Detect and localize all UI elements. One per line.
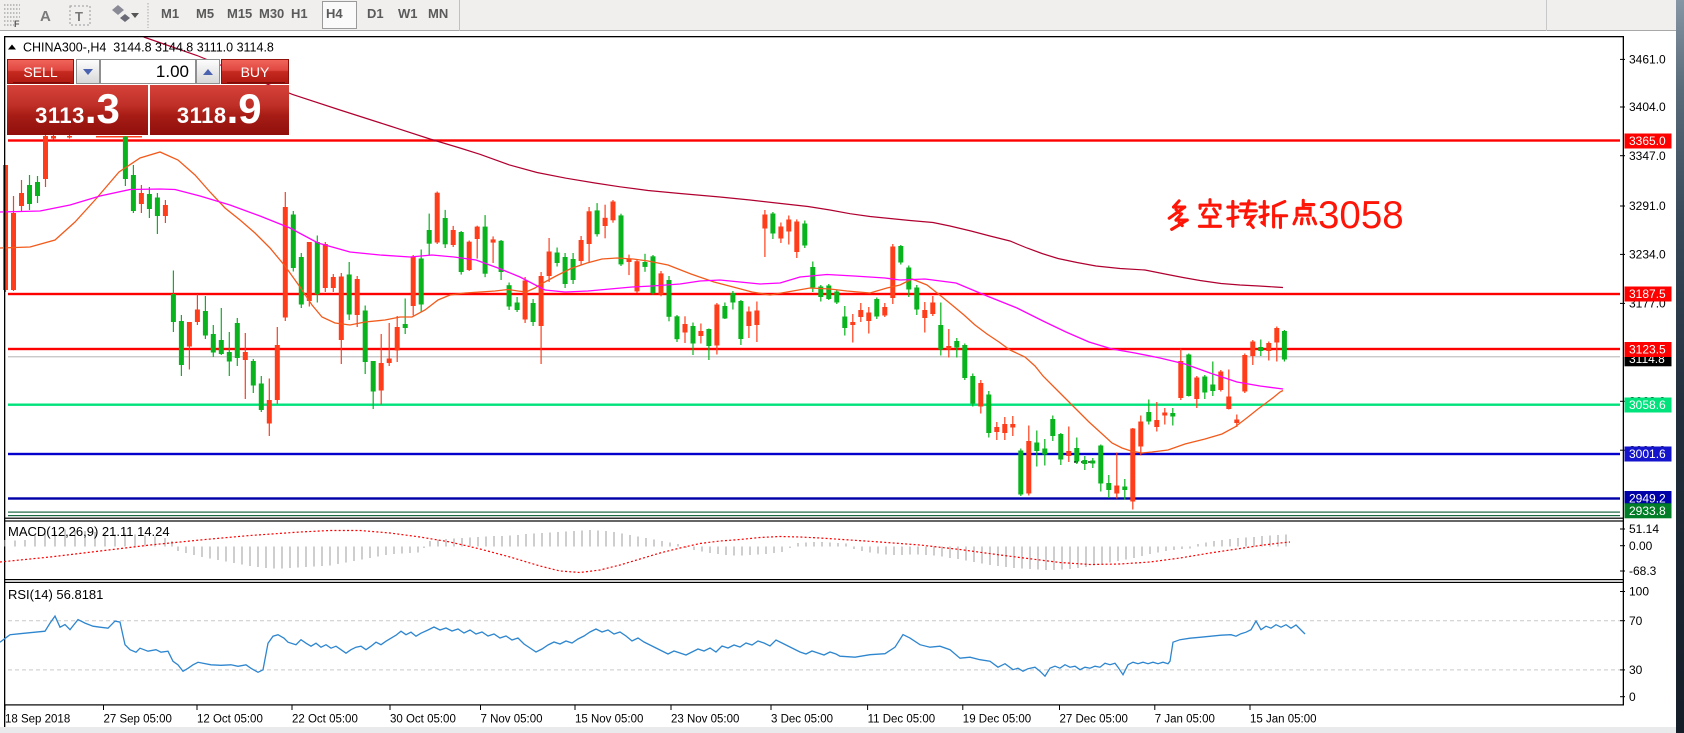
svg-text:3001.6: 3001.6 bbox=[1629, 447, 1666, 461]
svg-text:15 Jan 05:00: 15 Jan 05:00 bbox=[1250, 714, 1317, 726]
svg-text:30: 30 bbox=[1629, 663, 1643, 677]
svg-text:7 Jan 05:00: 7 Jan 05:00 bbox=[1155, 714, 1215, 726]
svg-text:15 Nov 05:00: 15 Nov 05:00 bbox=[575, 714, 643, 726]
svg-text:3123.5: 3123.5 bbox=[1629, 343, 1666, 357]
svg-text:3291.0: 3291.0 bbox=[1629, 199, 1666, 213]
svg-text:27 Sep 05:00: 27 Sep 05:00 bbox=[104, 714, 172, 726]
svg-text:0: 0 bbox=[1629, 690, 1636, 704]
svg-text:19 Dec 05:00: 19 Dec 05:00 bbox=[963, 714, 1031, 726]
svg-text:18 Sep 2018: 18 Sep 2018 bbox=[5, 714, 70, 726]
svg-text:11 Dec 05:00: 11 Dec 05:00 bbox=[868, 714, 936, 726]
svg-text:7 Nov 05:00: 7 Nov 05:00 bbox=[481, 714, 543, 726]
svg-text:3365.0: 3365.0 bbox=[1629, 134, 1666, 148]
svg-text:30 Oct 05:00: 30 Oct 05:00 bbox=[390, 714, 456, 726]
svg-text:3058.6: 3058.6 bbox=[1629, 398, 1666, 412]
svg-text:23 Nov 05:00: 23 Nov 05:00 bbox=[671, 714, 739, 726]
svg-text:MACD(12,26,9) 21.11 14.24: MACD(12,26,9) 21.11 14.24 bbox=[8, 524, 170, 539]
svg-text:T: T bbox=[75, 9, 83, 24]
svg-text:70: 70 bbox=[1629, 614, 1643, 628]
svg-text:12 Oct 05:00: 12 Oct 05:00 bbox=[197, 714, 263, 726]
svg-text:22 Oct 05:00: 22 Oct 05:00 bbox=[292, 714, 358, 726]
svg-text:27 Dec 05:00: 27 Dec 05:00 bbox=[1060, 714, 1128, 726]
svg-text:3404.0: 3404.0 bbox=[1629, 100, 1666, 114]
svg-text:-68.3: -68.3 bbox=[1629, 564, 1657, 578]
svg-text:3058: 3058 bbox=[1318, 194, 1404, 237]
svg-text:3461.0: 3461.0 bbox=[1629, 53, 1666, 67]
svg-text:0.00: 0.00 bbox=[1629, 539, 1653, 553]
svg-text:3234.0: 3234.0 bbox=[1629, 248, 1666, 262]
svg-text:51.14: 51.14 bbox=[1629, 522, 1659, 536]
svg-text:3 Dec 05:00: 3 Dec 05:00 bbox=[771, 714, 833, 726]
svg-text:2933.8: 2933.8 bbox=[1629, 504, 1666, 518]
svg-text:CHINA300-,H4 3144.8 3144.8 31: CHINA300-,H4 3144.8 3144.8 3111.0 3114.8 bbox=[23, 41, 274, 55]
svg-text:F: F bbox=[14, 19, 20, 29]
svg-text:2949.2: 2949.2 bbox=[1629, 492, 1666, 506]
svg-text:3187.5: 3187.5 bbox=[1629, 287, 1666, 301]
svg-text:A: A bbox=[40, 8, 51, 25]
svg-text:3347.0: 3347.0 bbox=[1629, 149, 1666, 163]
svg-text:RSI(14) 56.8181: RSI(14) 56.8181 bbox=[8, 587, 103, 602]
svg-text:100: 100 bbox=[1629, 585, 1649, 599]
